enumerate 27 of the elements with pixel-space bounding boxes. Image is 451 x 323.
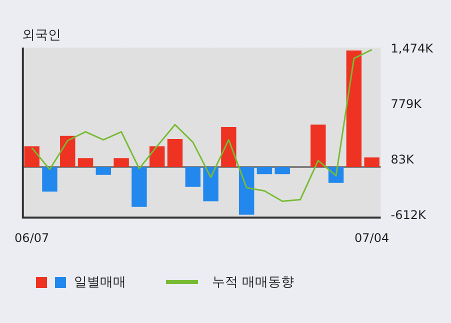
x-tick-label: 06/07 bbox=[14, 230, 50, 245]
bar bbox=[274, 166, 290, 174]
bar bbox=[42, 166, 58, 192]
y-tick-label: 1,474K bbox=[390, 41, 434, 56]
bar bbox=[221, 127, 236, 167]
bar bbox=[78, 158, 94, 167]
bar bbox=[114, 158, 129, 167]
bar bbox=[256, 166, 272, 174]
bar bbox=[96, 166, 112, 175]
bar bbox=[132, 166, 147, 207]
bar bbox=[167, 139, 183, 167]
y-tick-label: 83K bbox=[390, 152, 416, 166]
bar bbox=[24, 146, 40, 167]
bar bbox=[149, 146, 165, 167]
chart-title: 외국인 bbox=[22, 28, 61, 44]
legend-label: 누적 매매동향 bbox=[212, 274, 294, 291]
bar bbox=[203, 166, 218, 202]
bar bbox=[346, 50, 362, 167]
bar bbox=[310, 124, 326, 167]
bar bbox=[185, 166, 200, 187]
x-tick-label: 07/04 bbox=[354, 230, 390, 245]
y-tick-label: 779K bbox=[390, 96, 423, 111]
bar bbox=[364, 157, 380, 167]
legend-label: 일별매매 bbox=[74, 274, 126, 291]
bar bbox=[238, 166, 254, 215]
bar bbox=[60, 136, 76, 167]
y-tick-label: -612K bbox=[390, 208, 428, 222]
